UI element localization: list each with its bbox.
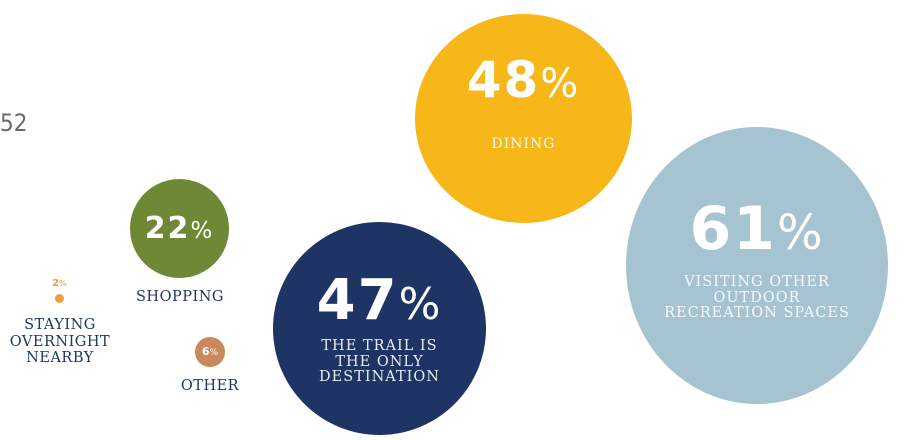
bubble-overnight	[55, 294, 64, 303]
bubble-recreation: 61% VISITING OTHER OUTDOOR RECREATION SP…	[626, 127, 888, 404]
value-label-recreation: 61%	[689, 193, 825, 264]
category-label-overnight: STAYING OVERNIGHT NEARBY	[9, 317, 111, 367]
category-label-trail-only: THE TRAIL IS THE ONLY DESTINATION	[319, 337, 440, 386]
value-label-other: 6%	[201, 345, 219, 358]
bubble-other: 6%	[195, 337, 225, 367]
value-label-dining: 48%	[466, 50, 581, 109]
category-label-dining: DINING	[491, 135, 556, 152]
category-label-shopping: SHOPPING	[136, 289, 224, 305]
category-label-recreation: VISITING OTHER OUTDOOR RECREATION SPACES	[664, 273, 850, 322]
bubble-trail-only: 47% THE TRAIL IS THE ONLY DESTINATION	[273, 222, 486, 435]
category-label-other: OTHER	[180, 378, 240, 394]
value-label-trail-only: 47%	[316, 267, 443, 333]
cut-off-number: 52	[0, 109, 28, 137]
bubble-shopping: 22%	[130, 179, 229, 278]
value-label-shopping: 22%	[144, 210, 215, 246]
bubble-dining: 48% DINING	[415, 14, 632, 223]
value-label-overnight: 2%	[52, 278, 67, 289]
